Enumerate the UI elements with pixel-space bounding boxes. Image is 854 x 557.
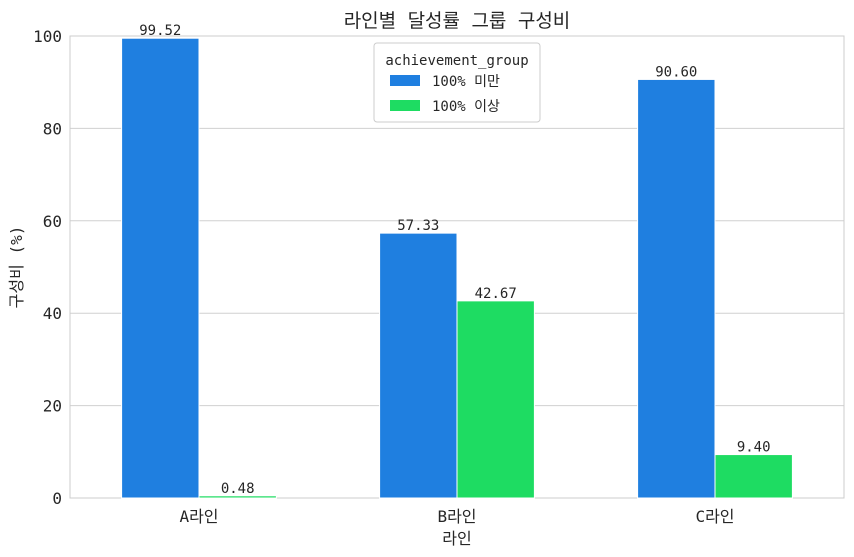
legend-label-above-100: 100% 이상 (432, 99, 500, 115)
x-axis-label: 라인 (442, 529, 471, 548)
bar-below-100-2 (379, 232, 458, 499)
bar-below-100-3 (637, 78, 716, 499)
bar-value-labels: 99.52 0.48 57.33 42.67 90.60 9.40 (139, 23, 770, 497)
bar-value-label: 0.48 (221, 481, 255, 497)
legend-title: achievement_group (385, 53, 528, 69)
bar-above-100-1 (198, 495, 277, 499)
bar-value-label: 90.60 (655, 64, 697, 80)
bar-value-label: 42.67 (475, 286, 517, 302)
y-tick-label: 100 (33, 27, 62, 46)
legend-label-below-100: 100% 미만 (432, 74, 500, 90)
legend: achievement_group 100% 미만 100% 이상 (373, 42, 541, 123)
y-axis-ticks: 0 20 40 60 80 100 (33, 27, 62, 508)
legend-swatch-above-100 (390, 100, 420, 111)
bar-below-100-1 (121, 37, 200, 499)
x-axis-ticks: A라인 B라인 C라인 (179, 507, 734, 526)
y-tick-label: 0 (52, 489, 62, 508)
chart-title: 라인별 달성률 그룹 구성비 (344, 10, 571, 32)
y-tick-label: 20 (43, 397, 62, 416)
y-tick-label: 80 (43, 119, 62, 138)
x-tick-label: B라인 (437, 507, 476, 526)
y-axis-label: 구성비 (%) (7, 226, 26, 309)
bar-value-label: 99.52 (139, 23, 181, 39)
bar-value-label: 57.33 (397, 218, 439, 234)
bars (121, 37, 793, 499)
y-tick-label: 40 (43, 304, 62, 323)
x-tick-label: C라인 (695, 507, 734, 526)
bar-above-100-3 (714, 454, 793, 499)
x-tick-label: A라인 (179, 507, 218, 526)
bar-above-100-2 (456, 300, 535, 499)
y-tick-label: 60 (43, 212, 62, 231)
legend-swatch-below-100 (390, 75, 420, 86)
bar-value-label: 9.40 (737, 440, 771, 456)
